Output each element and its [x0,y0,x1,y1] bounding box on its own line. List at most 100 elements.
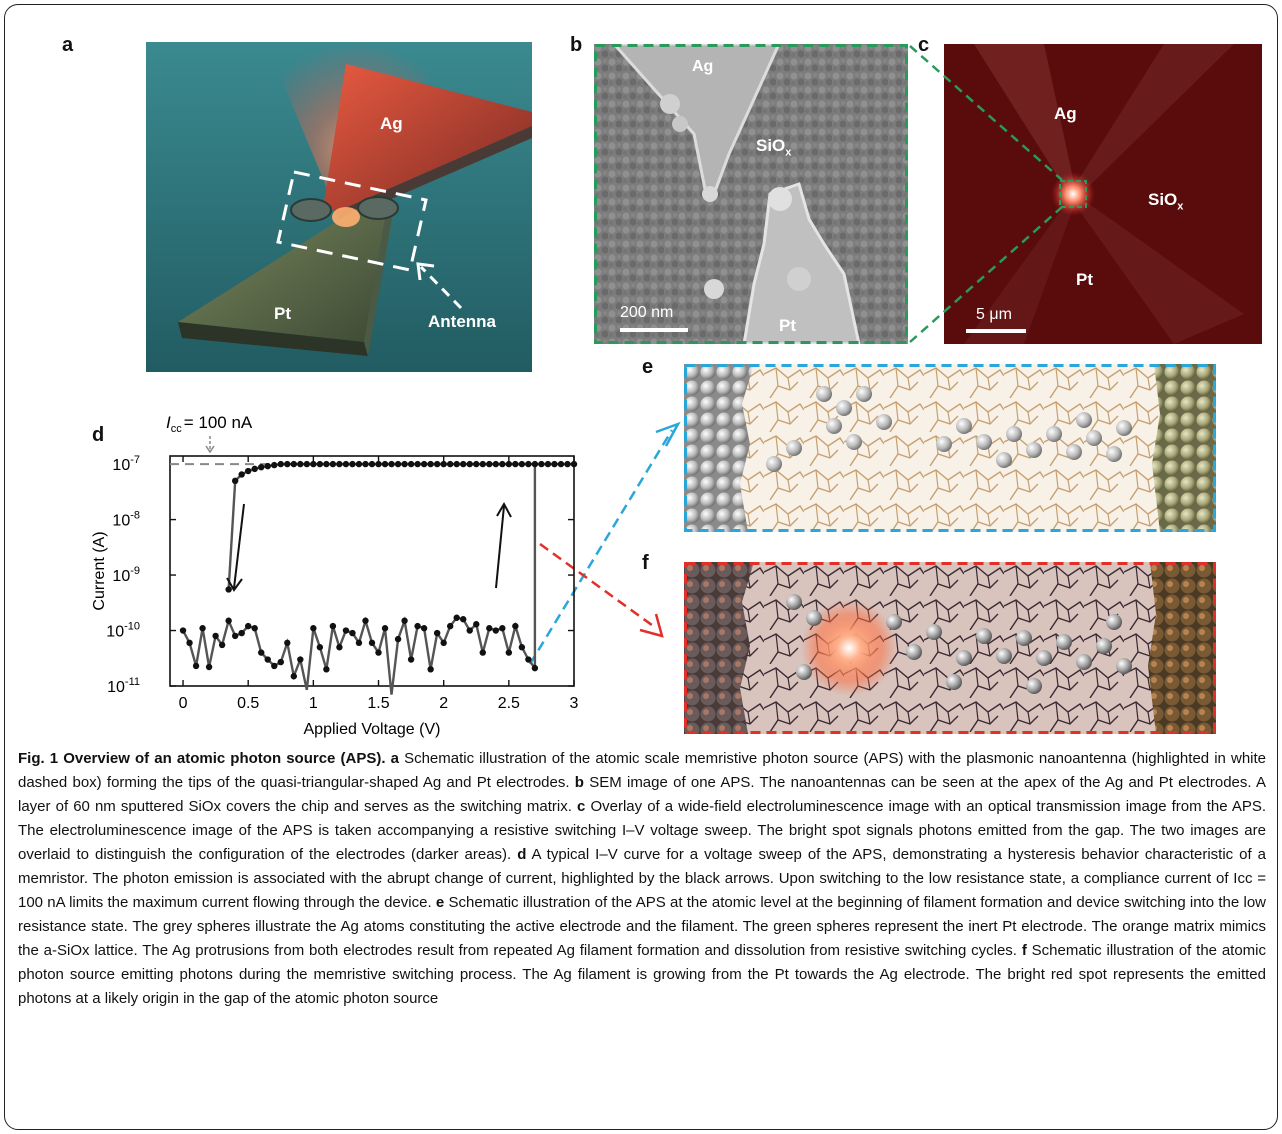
panel-d-iv-chart: 0 0.5 1 1.5 2 2.5 3 10-11 10-10 10-9 10-8 10-7 Icc… [84,408,590,744]
panel-b-siox-label: SiOx [756,136,792,159]
panel-label-d: d [92,424,105,446]
data-point [264,656,271,663]
data-point [505,649,513,656]
data-point [368,460,376,468]
data-point [238,629,245,637]
arrow-set-head [226,577,243,592]
data-point [310,625,317,632]
data-point [394,635,402,643]
y-axis-ticks: 10-11 10-10 10-9 10-8 10-7 [106,454,574,696]
x-tick-label: 3 [570,695,579,712]
data-point [271,662,278,670]
data-point [225,617,232,624]
caption-letter-b: b [574,774,584,791]
series-points [179,460,578,680]
arrow-reset-head [496,501,512,518]
data-point [368,639,376,647]
caption-text-c: Overlay of a wide-field electroluminesce… [18,798,1267,863]
panel-a-pt-label: Pt [274,304,291,323]
y-tick-label: 10-11 [107,676,140,696]
panel-a-schematic: Ag Pt Antenna [146,42,532,372]
panel-c-electroluminescence: Ag SiOx Pt 5 μm [944,44,1262,344]
y-tick-label: 10-10 [106,621,140,641]
data-point [407,460,415,468]
panel-label-a: a [62,34,74,56]
panel-f-atomic-schematic [684,562,1216,734]
data-point [297,656,304,663]
caption-text-f: Schematic illustration of the atomic pho… [18,942,1267,1007]
data-point [316,460,324,468]
caption-text-b: SEM image of one APS. The nanoantennas c… [18,774,1266,815]
data-point [492,460,500,468]
data-point [258,463,265,471]
data-point [525,460,532,468]
series-line-1 [227,462,574,590]
data-point [284,460,291,468]
data-point [499,625,506,632]
data-point [433,629,441,637]
iv-chart-svg: 0 0.5 1 1.5 2 2.5 3 10-11 10-10 10-9 10-8 10-7 Icc… [91,413,579,738]
data-point [525,656,532,663]
figure-frame [4,4,1278,1130]
data-point [342,460,350,468]
x-tick-label: 2.5 [498,695,520,712]
data-point [427,460,434,468]
data-point [303,460,311,468]
data-point [414,460,421,468]
data-point [316,644,324,651]
data-point [401,460,408,468]
data-point [460,460,467,468]
data-point [531,460,539,468]
data-point [427,666,434,673]
data-point [264,462,271,470]
data-point [401,617,408,624]
panel-label-f: f [642,552,649,574]
data-point [336,644,343,651]
icc-pointer-head [205,445,215,454]
data-point [179,627,187,634]
x-axis-label: Applied Voltage (V) [304,721,441,738]
data-point [244,622,252,630]
data-point [564,460,571,468]
arrow-set [233,503,245,589]
data-point [231,632,239,640]
panel-c-siox-label: SiOx [1148,190,1184,213]
data-point [473,460,480,468]
data-point [479,460,486,468]
data-point [420,625,428,632]
data-point [505,460,513,468]
panel-a-ag-label: Ag [380,114,403,133]
panel-b-sem: Ag SiOx Pt 200 nm [594,44,908,344]
data-point [512,622,519,630]
data-point [342,627,350,634]
caption-letter-e: e [435,894,445,911]
panel-b-pt-label: Pt [779,316,796,335]
panel-f-illustration [684,562,1216,734]
data-point [336,460,343,468]
data-point [538,460,545,468]
panel-label-c: c [918,34,930,56]
data-point [551,460,558,468]
panel-b-ag-label: Ag [692,58,714,75]
data-point [349,460,356,468]
data-point [271,461,278,469]
x-axis-ticks: 0 0.5 1 1.5 2 2.5 3 [179,456,579,712]
x-tick-label: 1.5 [367,695,389,712]
panel-label-e: e [642,356,654,378]
data-point [251,625,258,632]
caption-text-d: A typical I–V curve for a voltage sweep … [18,846,1266,911]
data-point [486,625,493,632]
data-point [466,460,473,468]
data-point [544,460,552,468]
arrow-reset [495,505,505,589]
panel-a-illustration [146,42,532,372]
panel-b-sem-image [594,44,908,344]
caption-letter-c: c [577,798,586,815]
data-point [284,639,291,647]
data-point [375,460,382,468]
caption-title: Fig. 1 Overview of an atomic photon sour… [18,750,386,767]
data-point [407,656,415,663]
y-tick-label: 10-7 [112,454,140,474]
data-point [570,460,578,468]
data-point [446,622,454,630]
